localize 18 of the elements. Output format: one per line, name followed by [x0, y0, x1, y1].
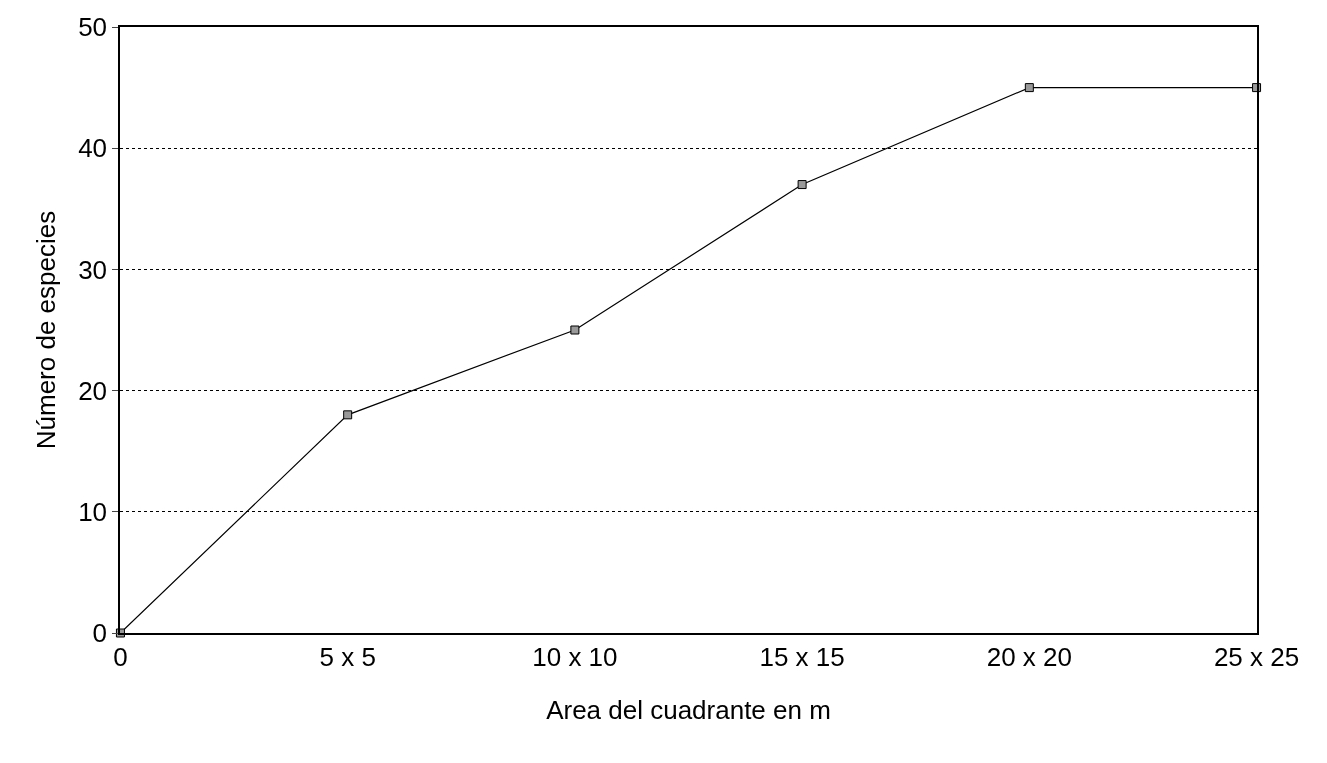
- y-tick-label: 20: [78, 375, 108, 406]
- y-tick-label: 30: [78, 254, 108, 285]
- x-tick-label: 10 x 10: [532, 641, 618, 672]
- x-tick-label: 20 x 20: [986, 641, 1072, 672]
- point: [343, 410, 353, 420]
- y-axis-title: Número de especies: [31, 210, 62, 450]
- x-tick-label: 25 x 25: [1213, 641, 1300, 672]
- point: [570, 325, 580, 335]
- point: [1024, 83, 1034, 93]
- point: [797, 180, 807, 190]
- y-tick-label: 50: [78, 12, 108, 43]
- x-tick-label: 0: [113, 641, 128, 672]
- x-tick-label: 5 x 5: [319, 641, 376, 672]
- x-tick-label: 15 x 15: [759, 641, 845, 672]
- y-tick-label: 40: [78, 133, 108, 164]
- y-tick-label: 0: [92, 618, 108, 649]
- x-axis-title: Area del cuadrante en m: [546, 695, 831, 726]
- y-tick-label: 10: [78, 496, 108, 527]
